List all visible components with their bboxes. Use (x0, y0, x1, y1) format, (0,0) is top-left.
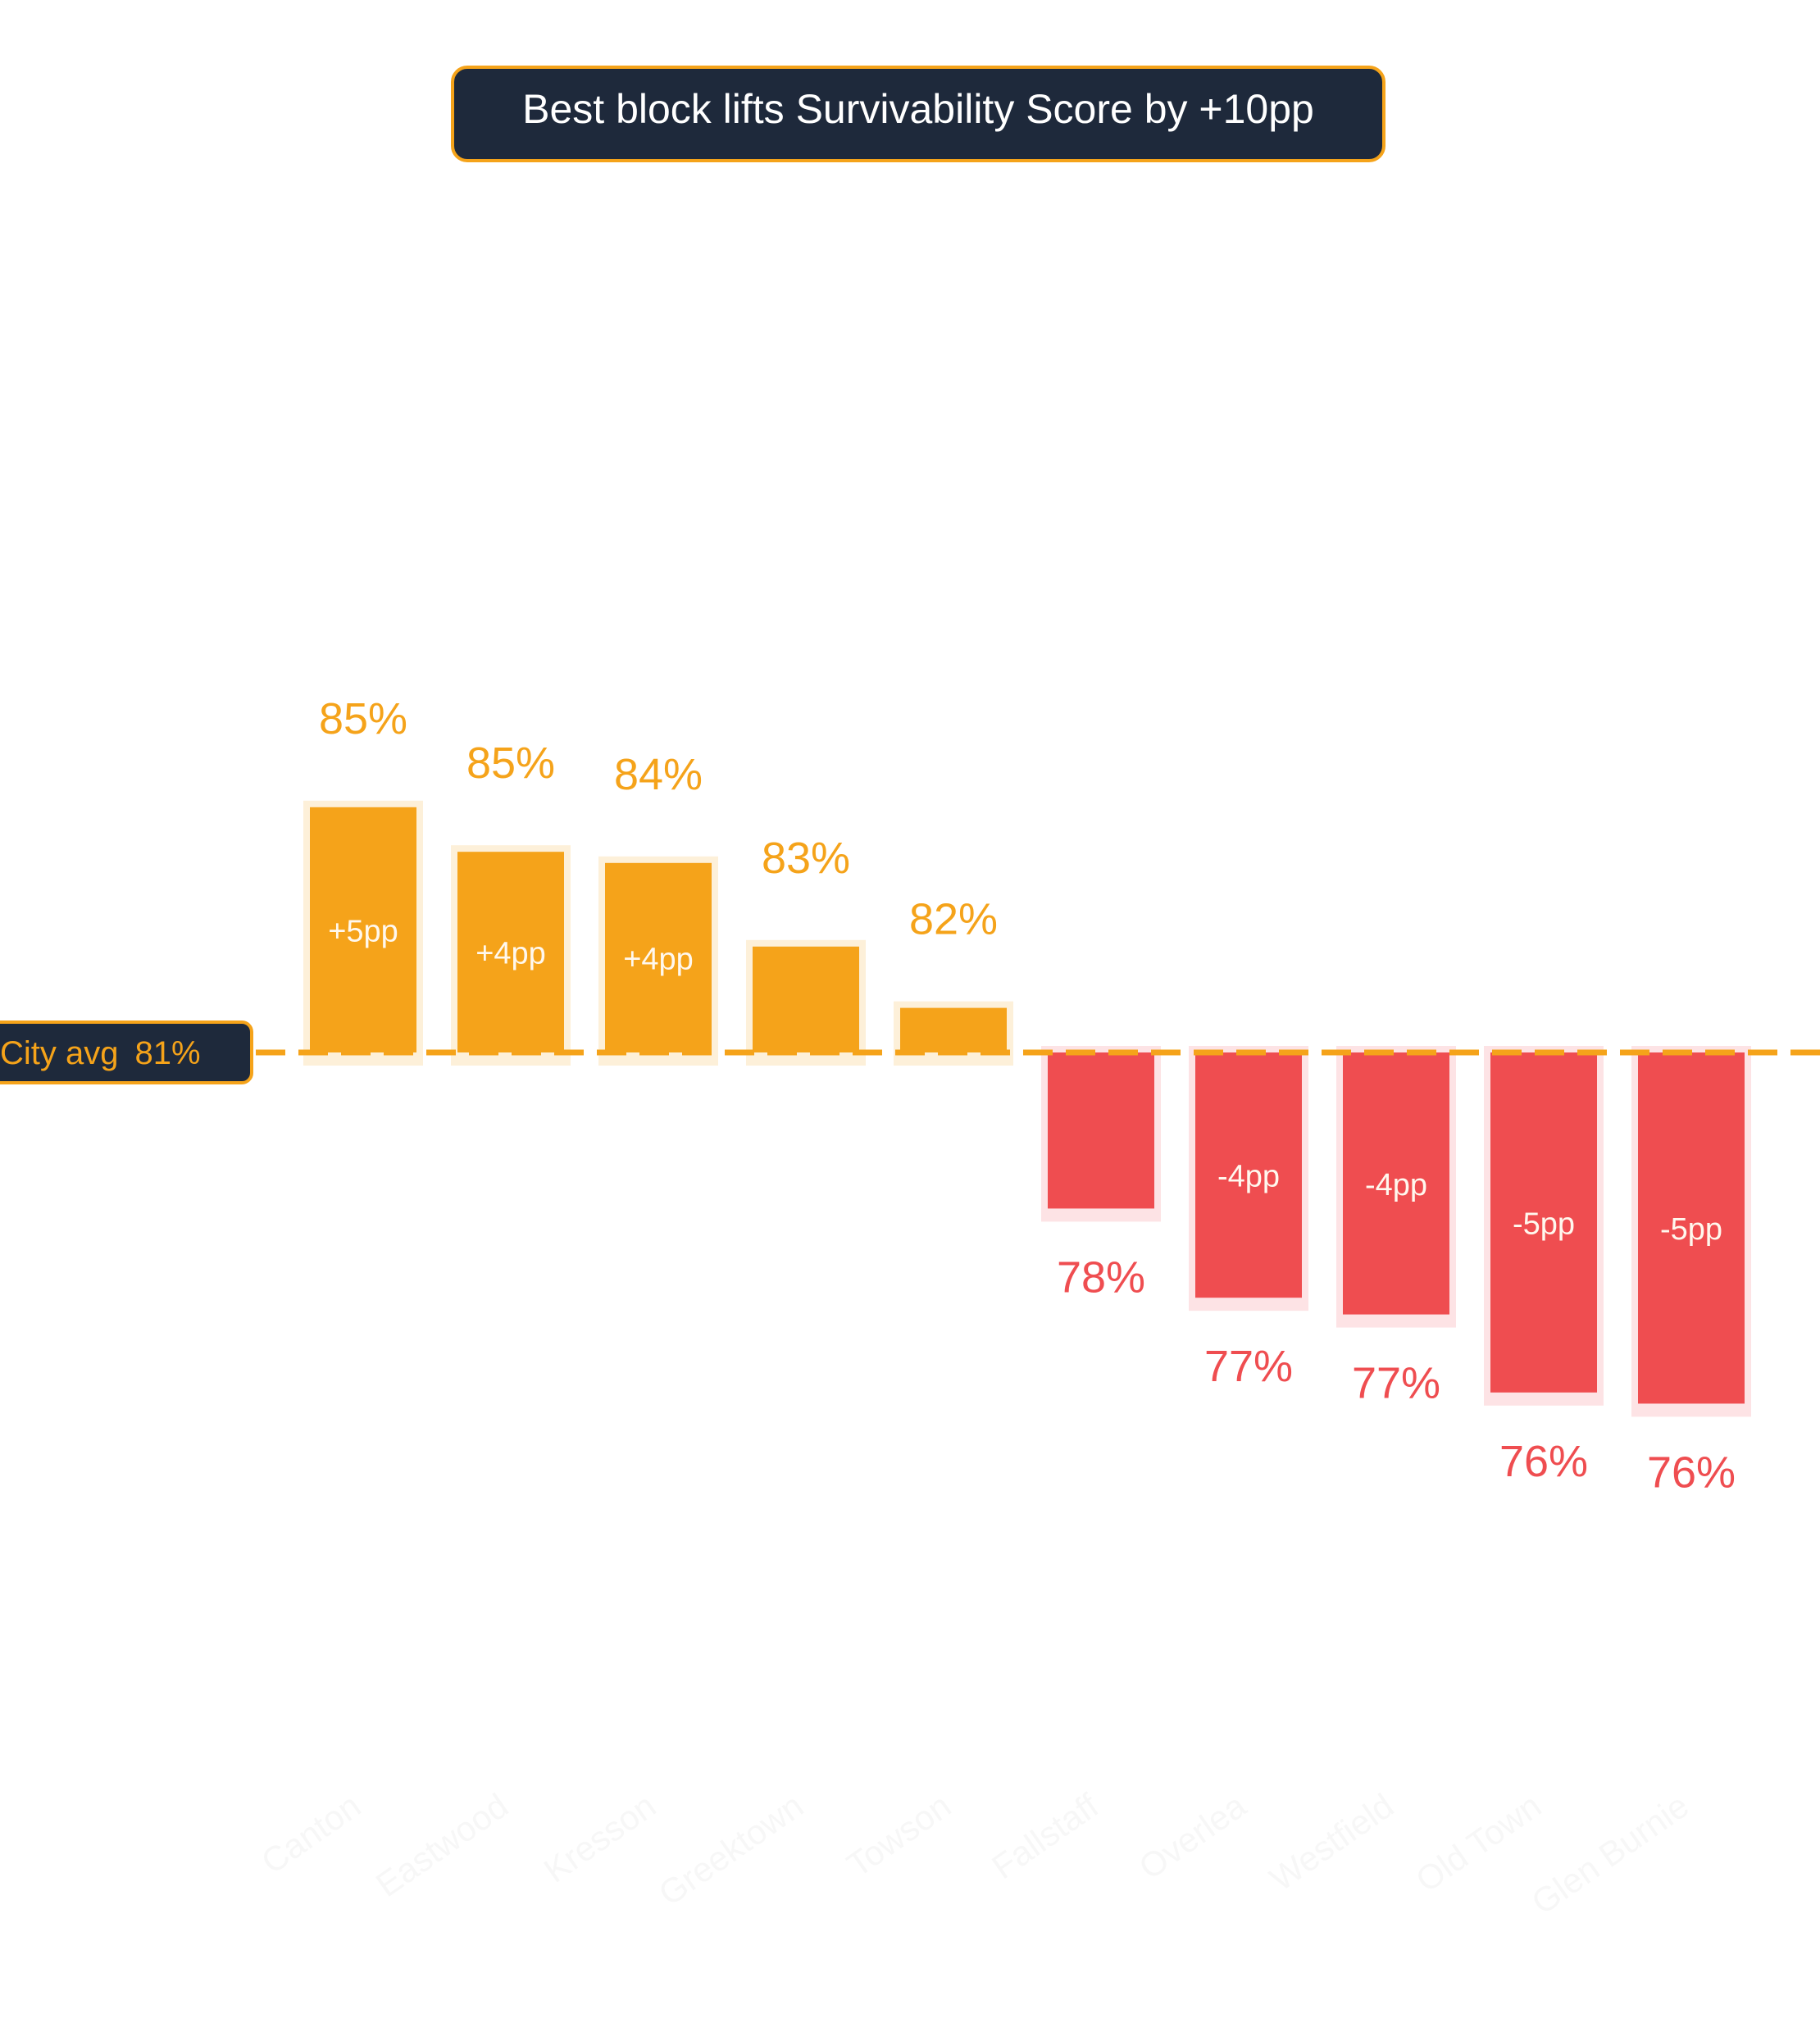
category-label-greektown: Greektown (652, 1786, 810, 1913)
category-label-towson: Towson (840, 1786, 958, 1884)
bar-canton (310, 807, 416, 1052)
category-label-canton: Canton (254, 1786, 367, 1881)
baseline-badge-background (0, 1020, 253, 1084)
value-label-kresson: 84% (614, 750, 703, 799)
value-label-glen-burnie: 76% (1647, 1448, 1736, 1497)
value-label-westfield: 77% (1352, 1359, 1440, 1408)
category-label-overlea: Overlea (1132, 1786, 1254, 1887)
value-label-eastwood: 85% (466, 739, 555, 788)
value-label-towson: 82% (909, 895, 998, 944)
delta-label-canton: +5pp (328, 914, 398, 948)
delta-label-eastwood: +4pp (475, 937, 546, 971)
delta-label-glen-burnie: -5pp (1660, 1212, 1722, 1247)
delta-label-kresson: +4pp (623, 942, 694, 976)
title-background (451, 66, 1385, 162)
delta-label-westfield: -4pp (1365, 1168, 1427, 1202)
category-label-eastwood: Eastwood (369, 1786, 515, 1904)
chart-title: Best block lifts Survivability Score by … (522, 86, 1314, 132)
bars-layer (303, 800, 1751, 1417)
title-box: Best block lifts Survivability Score by … (451, 66, 1385, 162)
delta-label-overlea: -4pp (1217, 1160, 1280, 1194)
bar-eastwood (457, 852, 564, 1052)
baseline-value: 81% (135, 1035, 201, 1071)
category-label-glen-burnie: Glen Burnie (1525, 1786, 1696, 1922)
delta-label-old-town: -5pp (1513, 1207, 1575, 1241)
value-label-canton: 85% (319, 694, 407, 743)
bar-overlea (1195, 1052, 1302, 1298)
category-label-kresson: Kresson (537, 1786, 662, 1890)
bar-glen-burnie (1638, 1052, 1745, 1404)
category-label-westfield: Westfield (1263, 1786, 1400, 1898)
value-label-overlea: 77% (1204, 1342, 1293, 1391)
baseline-badge: City avg 81% (0, 1020, 253, 1084)
bar-fallstaff (1048, 1052, 1154, 1209)
value-label-old-town: 76% (1499, 1437, 1588, 1486)
baseline-badge-label: City avg 81% (0, 1035, 201, 1071)
category-label-fallstaff: Fallstaff (985, 1786, 1105, 1887)
value-label-greektown: 83% (762, 834, 850, 883)
bar-greektown (753, 946, 859, 1052)
bar-old-town (1490, 1052, 1597, 1393)
value-label-fallstaff: 78% (1057, 1252, 1145, 1302)
bar-westfield (1343, 1052, 1449, 1315)
baseline-label: City avg (0, 1035, 119, 1071)
bar-towson (900, 1007, 1007, 1052)
category-label-old-town: Old Town (1408, 1786, 1548, 1899)
bar-kresson (605, 862, 712, 1052)
